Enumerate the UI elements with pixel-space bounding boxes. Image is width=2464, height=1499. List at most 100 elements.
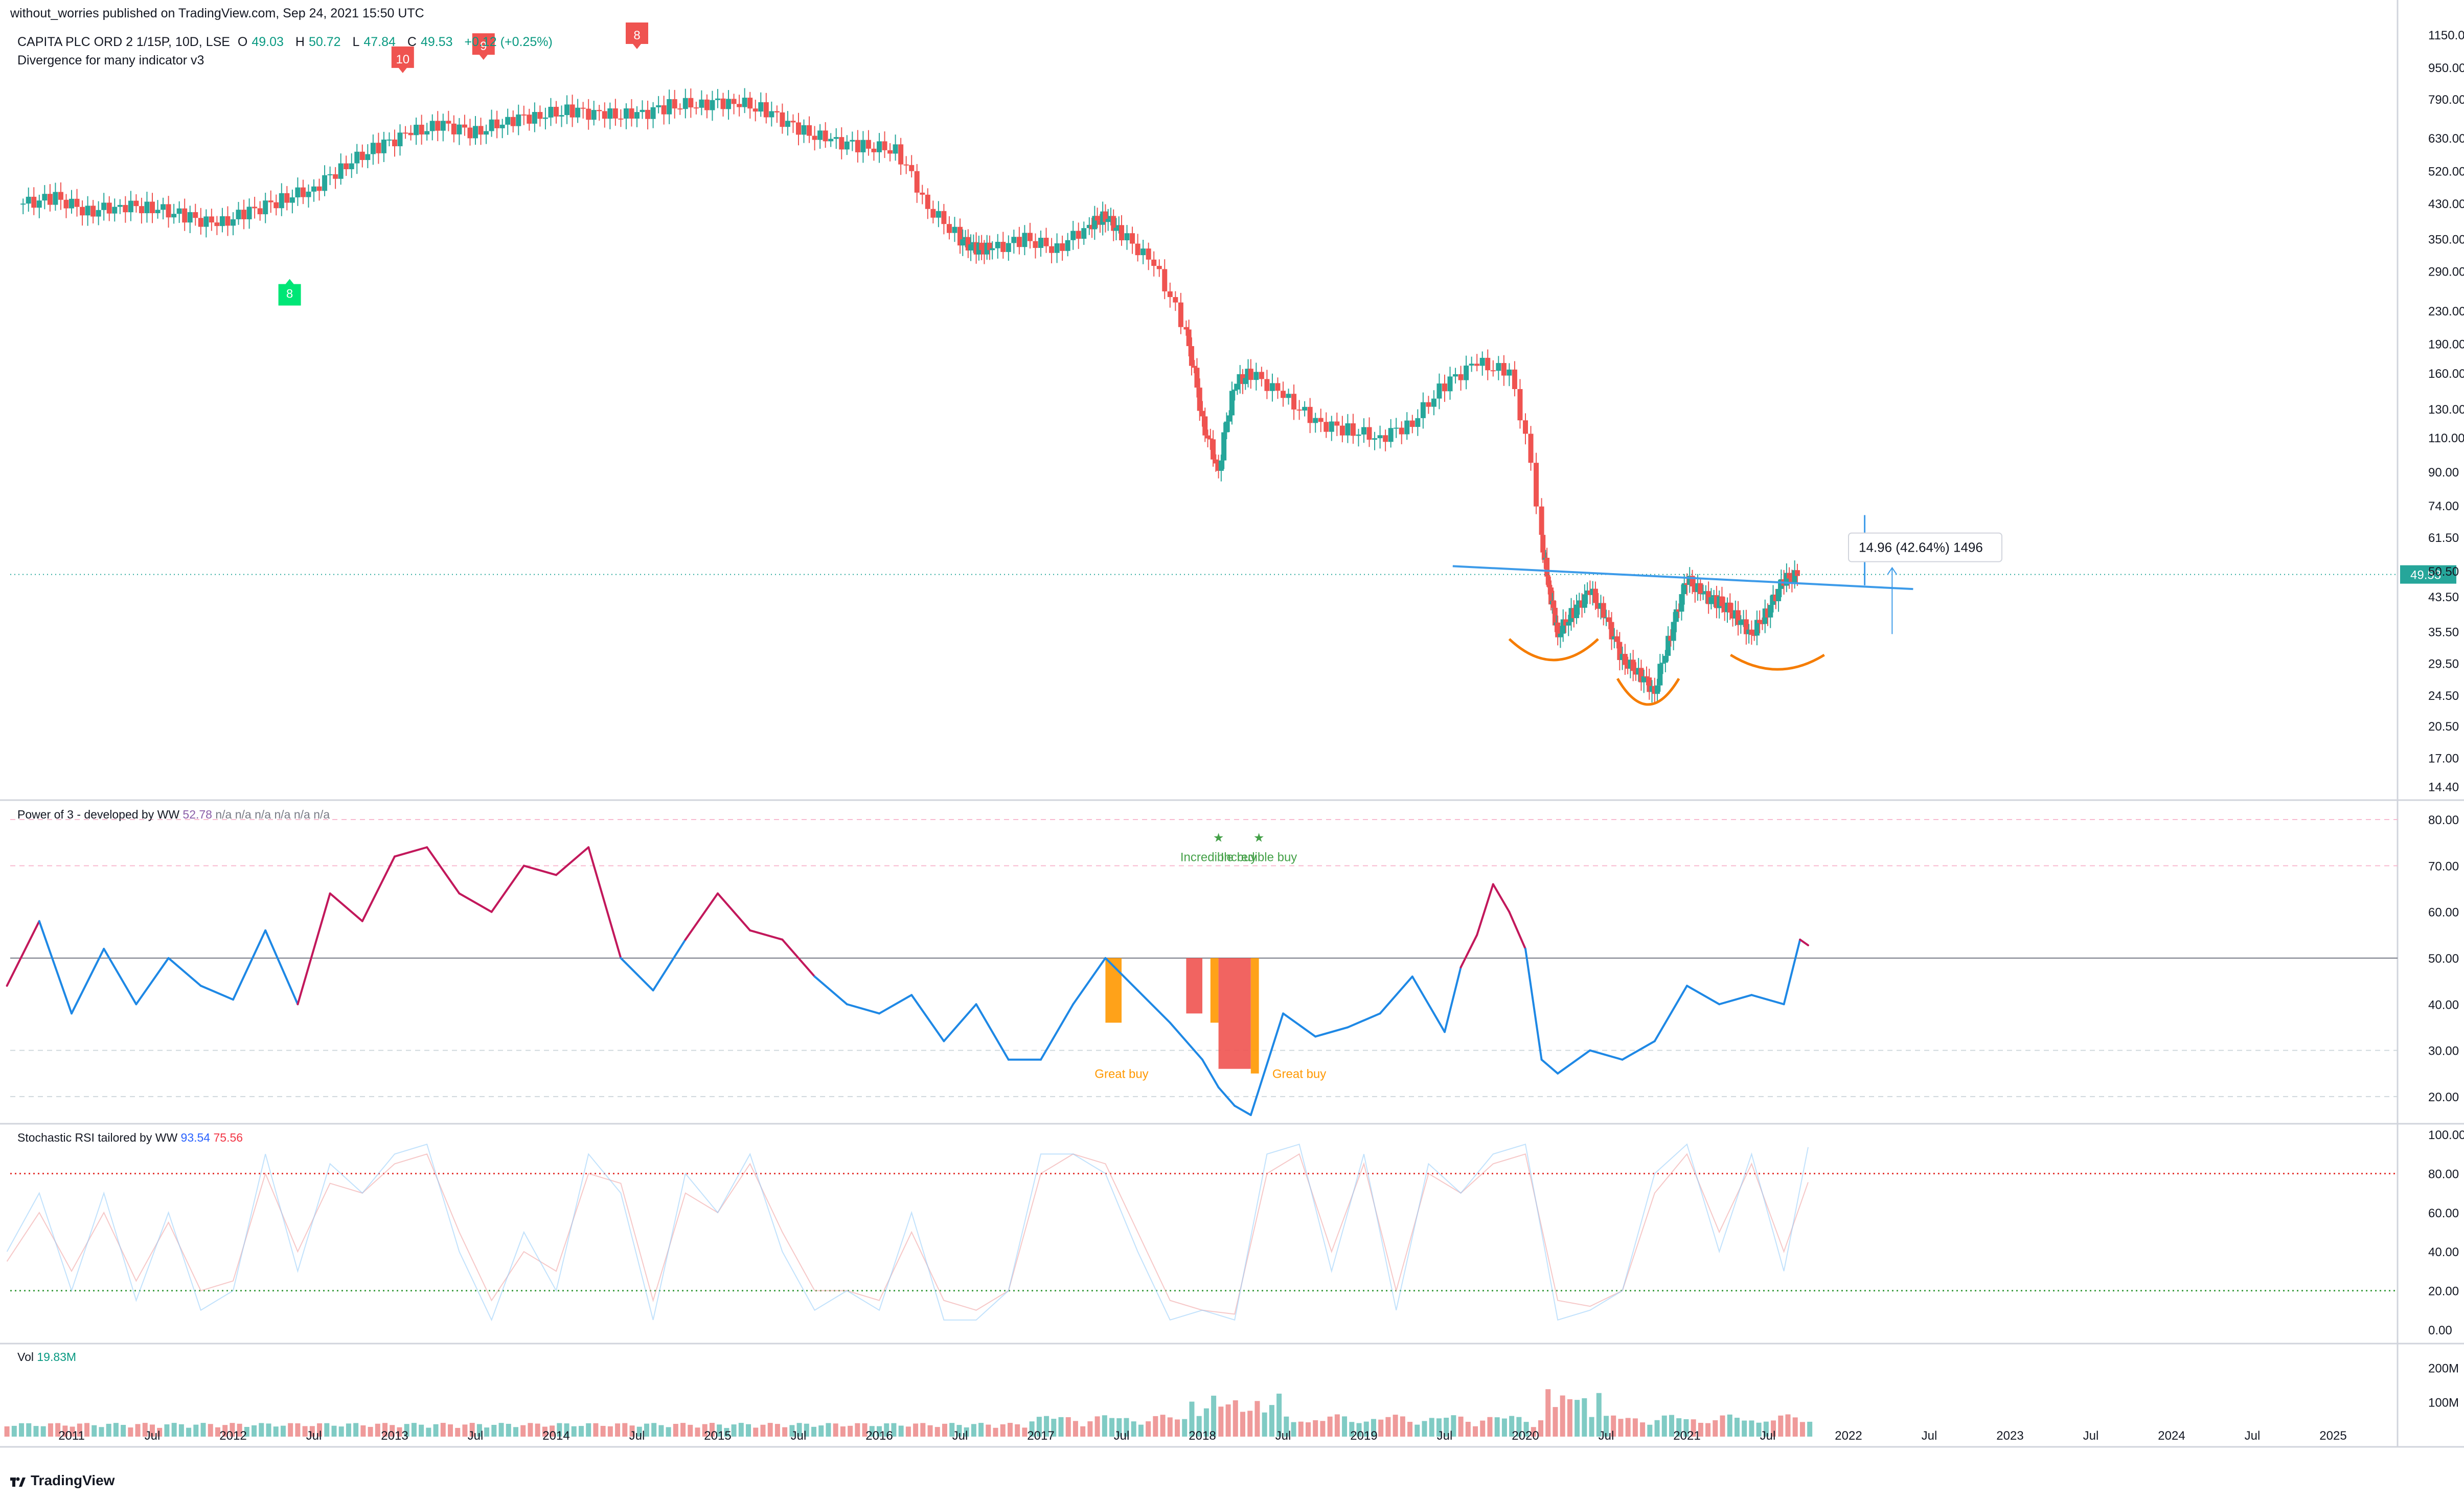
- candle-body: [1568, 608, 1574, 622]
- candle-body: [241, 210, 247, 219]
- candle-body: [419, 124, 424, 135]
- candle-body: [554, 106, 559, 117]
- candle-body: [1741, 619, 1746, 621]
- candle-body: [1560, 619, 1566, 634]
- volume-bar: [753, 1427, 759, 1437]
- candle-body: [424, 131, 430, 135]
- volume-bar: [855, 1423, 860, 1437]
- na-value: n/a: [255, 808, 271, 821]
- candle-body: [645, 109, 651, 119]
- volume-bar: [1596, 1393, 1602, 1437]
- price-axis-tick: 43.50: [2428, 590, 2459, 604]
- candle-body: [871, 148, 877, 152]
- measure-label-box: [1848, 532, 2002, 562]
- candle-body: [306, 191, 311, 197]
- candle-body: [640, 109, 645, 112]
- candle-body: [1485, 357, 1491, 371]
- power-of-3-axis-tick: 80.00: [2428, 813, 2459, 827]
- volume-bar: [1407, 1422, 1413, 1437]
- candle-body: [790, 121, 796, 123]
- candle-body: [144, 201, 150, 214]
- volume-bar: [615, 1423, 621, 1437]
- candle-body: [612, 108, 618, 119]
- volume-bar: [317, 1423, 323, 1437]
- candle-body: [693, 107, 699, 109]
- candle-body: [1719, 596, 1725, 606]
- candle-body: [1458, 374, 1464, 380]
- volume-bar: [99, 1427, 104, 1437]
- candle-body: [1200, 411, 1205, 417]
- volume-bar: [724, 1428, 729, 1437]
- volume-bar: [193, 1424, 199, 1437]
- candle-body: [1792, 570, 1797, 583]
- volume-bar: [1371, 1419, 1376, 1437]
- candle-body: [403, 132, 408, 134]
- volume-bar: [1146, 1421, 1151, 1437]
- volume-bar: [818, 1425, 824, 1437]
- candle-body: [623, 108, 629, 119]
- tradingview-logo[interactable]: TradingView: [10, 1472, 115, 1489]
- candle-body: [1555, 622, 1561, 638]
- power-of-3-line-segment: [1040, 1003, 1075, 1061]
- volume-bar: [971, 1424, 976, 1437]
- candle-body: [1657, 664, 1663, 686]
- volume-bar: [1284, 1416, 1289, 1437]
- power-of-3-pane[interactable]: Great buy Great buy Incredible buy ★ Incredi…: [6, 819, 2398, 1116]
- volume-pane[interactable]: [4, 1389, 1813, 1437]
- volume-bar: [905, 1426, 911, 1437]
- volume-bar: [840, 1426, 846, 1437]
- power-of-3-line-segment: [1169, 1021, 1203, 1061]
- volume-bar: [70, 1426, 75, 1437]
- candle-body: [1566, 622, 1571, 626]
- left-shoulder-arc: [1508, 638, 1599, 662]
- price-pane[interactable]: 49.53 14.96 (42.64%) 1496 10 9 8 8: [10, 22, 2456, 706]
- candle-body: [629, 108, 634, 119]
- candle-body: [289, 197, 295, 203]
- candle-body: [1156, 266, 1162, 269]
- tradingview-logo-icon: [10, 1474, 26, 1487]
- candle-body: [1197, 388, 1202, 411]
- candle-body: [1738, 620, 1744, 625]
- candle-body: [1065, 240, 1070, 251]
- power-of-3-line-segment: [6, 920, 40, 987]
- volume-bar: [695, 1427, 700, 1437]
- time-axis-tick: 2011: [58, 1429, 85, 1443]
- volume-bar: [1494, 1417, 1500, 1437]
- candle-body: [1302, 406, 1308, 411]
- candle-body: [1668, 635, 1674, 641]
- candle-body: [1619, 653, 1625, 660]
- candle-body: [1622, 653, 1628, 665]
- volume-bar: [826, 1423, 831, 1437]
- volume-bar: [135, 1424, 141, 1437]
- power-of-3-value: 52.78: [182, 808, 212, 821]
- candle-body: [1043, 238, 1049, 246]
- candle-body: [1404, 420, 1410, 435]
- candle-body: [47, 194, 53, 205]
- candle-body: [1207, 438, 1213, 440]
- candle-body: [1746, 629, 1752, 634]
- candle-body: [1595, 603, 1601, 609]
- volume-legend: Vol 19.83M: [17, 1350, 76, 1364]
- candle-body: [1732, 610, 1738, 619]
- volume-bar: [934, 1427, 940, 1437]
- volume-bar: [964, 1427, 969, 1437]
- candle-body: [1673, 609, 1679, 622]
- volume-bar: [1501, 1418, 1507, 1437]
- candle-body: [1366, 427, 1372, 440]
- candle-body: [370, 143, 376, 154]
- volume-bar: [1087, 1421, 1093, 1437]
- volume-bar: [208, 1424, 213, 1437]
- candle-body: [618, 118, 624, 120]
- stochastic-rsi-pane[interactable]: [6, 1143, 2398, 1322]
- power-of-3-axis-tick: 20.00: [2428, 1091, 2459, 1104]
- candle-body: [1706, 591, 1712, 604]
- volume-bar: [62, 1425, 68, 1437]
- candle-body: [20, 203, 26, 205]
- candle-body: [672, 99, 677, 109]
- candle-body: [1076, 231, 1081, 239]
- power-of-3-line-segment: [296, 892, 331, 1006]
- power-of-3-axis-tick: 40.00: [2428, 998, 2459, 1012]
- signal-marker-label: 8: [286, 287, 293, 301]
- candle-body: [1547, 584, 1553, 588]
